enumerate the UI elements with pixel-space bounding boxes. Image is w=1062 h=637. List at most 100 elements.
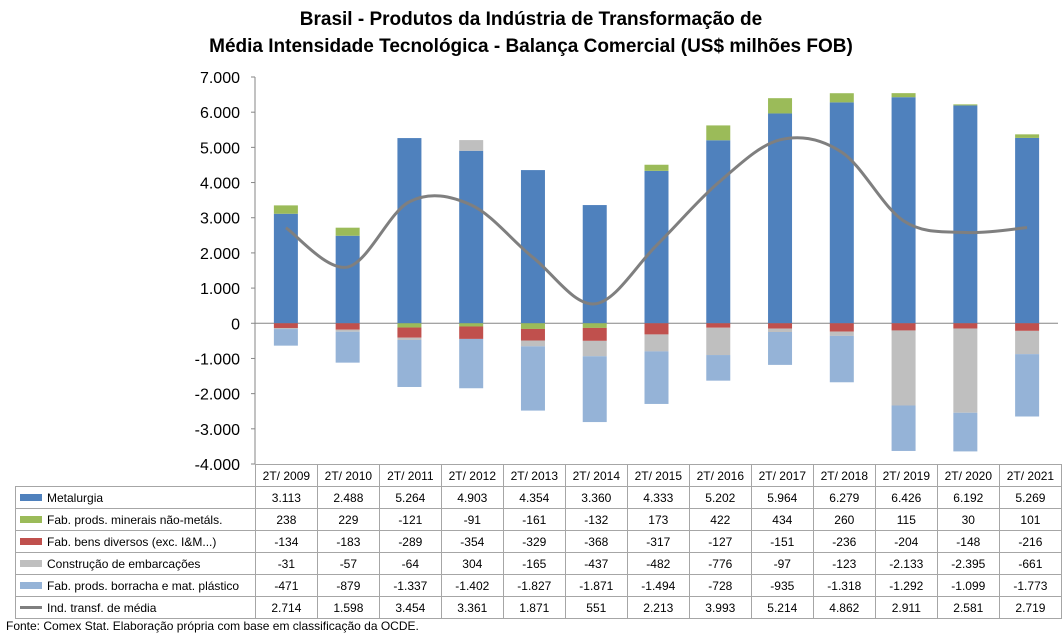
data-label: 3.454 xyxy=(378,596,442,619)
data-label: 2.719 xyxy=(998,596,1062,619)
chart-data-table: 2T/ 2009 2T/ 2010 2T/ 2011 2T/ 2012 2T/ 2013… xyxy=(15,464,1062,619)
data-label: -935 xyxy=(750,574,814,597)
legend-label: Construção de embarcações xyxy=(47,556,201,571)
bar-metalurgia xyxy=(768,113,793,324)
data-label: 4.354 xyxy=(502,486,566,509)
y-tick-label: 2.000 xyxy=(200,246,240,263)
data-label: 2.488 xyxy=(316,486,380,509)
data-label: -132 xyxy=(564,508,628,531)
data-label: -1.827 xyxy=(502,574,566,597)
bar-fab-prods-minerais-n-o-met-ls xyxy=(644,164,669,171)
data-label: 115 xyxy=(874,508,938,531)
data-label: 2.213 xyxy=(626,596,690,619)
bar-metalurgia xyxy=(582,205,607,324)
table-row: Fab. prods. minerais não-metáls. 238 229 -1… xyxy=(15,508,1062,531)
data-label: 3.113 xyxy=(254,486,318,509)
bar-fab-bens-diversos-exc-i-m xyxy=(520,328,545,341)
bar-fab-prods-borracha-e-mat-pl-stico xyxy=(1015,354,1040,417)
bar-fab-bens-diversos-exc-i-m xyxy=(829,323,854,332)
x-tick-label: 2T/ 2017 xyxy=(750,464,814,487)
data-label: 101 xyxy=(998,508,1062,531)
bar-fab-bens-diversos-exc-i-m xyxy=(582,327,607,341)
x-tick-label: 2T/ 2010 xyxy=(316,464,380,487)
data-label: -165 xyxy=(502,552,566,575)
bar-constru-o-de-embarca-es xyxy=(520,340,545,347)
data-label: 3.361 xyxy=(440,596,504,619)
data-label: -289 xyxy=(378,530,442,553)
legend-entry: Fab. prods. borracha e mat. plástico xyxy=(15,574,256,597)
legend-entry: Fab. bens diversos (exc. I&M...) xyxy=(15,530,256,553)
table-row: Metalurgia 3.113 2.488 5.264 4.903 4.354 3.360… xyxy=(15,486,1062,509)
data-label: 6.426 xyxy=(874,486,938,509)
bar-constru-o-de-embarca-es xyxy=(273,327,298,330)
bar-fab-prods-borracha-e-mat-pl-stico xyxy=(644,351,669,404)
data-label: 1.871 xyxy=(502,596,566,619)
bar-fab-bens-diversos-exc-i-m xyxy=(953,323,978,329)
legend-label: Fab. prods. minerais não-metáls. xyxy=(47,512,223,527)
y-tick-label: -1.000 xyxy=(195,351,240,368)
y-tick-label: 3.000 xyxy=(200,211,240,228)
data-label: -31 xyxy=(254,552,318,575)
x-tick-label: 2T/ 2009 xyxy=(254,464,318,487)
legend-entry: Ind. transf. de média xyxy=(15,596,256,619)
x-tick-label: 2T/ 2020 xyxy=(936,464,1000,487)
bar-fab-prods-borracha-e-mat-pl-stico xyxy=(891,405,916,451)
bar-fab-prods-minerais-n-o-met-ls xyxy=(459,323,484,327)
bar-metalurgia xyxy=(953,105,978,324)
bar-constru-o-de-embarca-es xyxy=(706,327,731,356)
bar-constru-o-de-embarca-es xyxy=(1015,330,1040,355)
data-label: 422 xyxy=(688,508,752,531)
data-label: -1.402 xyxy=(440,574,504,597)
bar-fab-bens-diversos-exc-i-m xyxy=(706,323,731,328)
data-label: 5.202 xyxy=(688,486,752,509)
legend-key xyxy=(20,559,42,567)
x-tick-label: 2T/ 2016 xyxy=(688,464,752,487)
data-label: 304 xyxy=(440,552,504,575)
data-label: -161 xyxy=(502,508,566,531)
legend-key xyxy=(20,493,42,501)
bar-fab-bens-diversos-exc-i-m xyxy=(891,323,916,331)
bar-fab-prods-minerais-n-o-met-ls xyxy=(1015,134,1040,138)
bar-fab-prods-minerais-n-o-met-ls xyxy=(829,93,854,103)
bar-constru-o-de-embarca-es xyxy=(829,331,854,336)
data-label: -728 xyxy=(688,574,752,597)
data-label: 3.360 xyxy=(564,486,628,509)
data-label: 4.862 xyxy=(812,596,876,619)
x-tick-label: 2T/ 2011 xyxy=(378,464,442,487)
data-label: -2.395 xyxy=(936,552,1000,575)
bar-constru-o-de-embarca-es xyxy=(459,140,484,151)
bar-fab-prods-minerais-n-o-met-ls xyxy=(953,104,978,106)
bar-fab-prods-borracha-e-mat-pl-stico xyxy=(520,346,545,411)
bar-fab-prods-minerais-n-o-met-ls xyxy=(891,93,916,98)
x-tick-label: 2T/ 2018 xyxy=(812,464,876,487)
bar-fab-bens-diversos-exc-i-m xyxy=(644,323,669,335)
bar-constru-o-de-embarca-es xyxy=(953,328,978,413)
legend-key xyxy=(20,581,42,589)
data-label: -127 xyxy=(688,530,752,553)
data-label: -329 xyxy=(502,530,566,553)
bar-fab-bens-diversos-exc-i-m xyxy=(1015,323,1040,331)
data-label: -57 xyxy=(316,552,380,575)
data-label: -437 xyxy=(564,552,628,575)
bar-metalurgia xyxy=(335,235,360,324)
table-header-row: 2T/ 2009 2T/ 2010 2T/ 2011 2T/ 2012 2T/ 2013… xyxy=(15,464,1062,487)
data-label: -121 xyxy=(378,508,442,531)
x-tick-label: 2T/ 2012 xyxy=(440,464,504,487)
data-label: 1.598 xyxy=(316,596,380,619)
data-label: -354 xyxy=(440,530,504,553)
data-label: -1.494 xyxy=(626,574,690,597)
data-label: -204 xyxy=(874,530,938,553)
y-tick-label: 7.000 xyxy=(200,70,240,87)
bar-fab-prods-minerais-n-o-met-ls xyxy=(397,323,422,328)
bar-fab-bens-diversos-exc-i-m xyxy=(459,326,484,339)
data-label: 30 xyxy=(936,508,1000,531)
data-label: 260 xyxy=(812,508,876,531)
data-label: -1.292 xyxy=(874,574,938,597)
data-label: 238 xyxy=(254,508,318,531)
data-label: -317 xyxy=(626,530,690,553)
legend-key xyxy=(20,515,42,523)
bar-constru-o-de-embarca-es xyxy=(768,328,793,332)
table-row: Construção de embarcações -31 -57 -64 304 -16… xyxy=(15,552,1062,575)
data-label: 6.279 xyxy=(812,486,876,509)
bar-constru-o-de-embarca-es xyxy=(582,340,607,357)
